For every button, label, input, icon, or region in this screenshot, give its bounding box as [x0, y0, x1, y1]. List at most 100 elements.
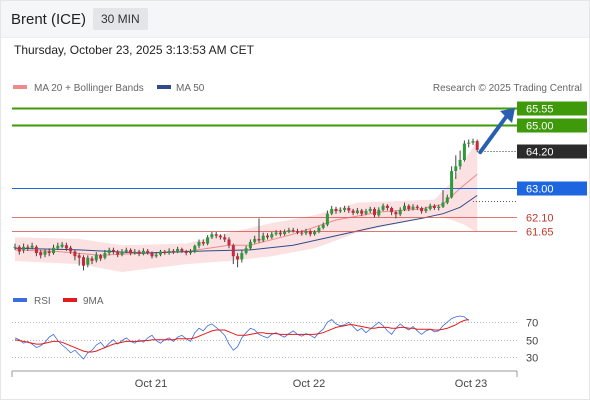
level-label-box — [517, 101, 587, 116]
forecast-arrow-head — [500, 108, 515, 123]
candle-body — [385, 205, 389, 208]
candle-body — [52, 247, 55, 254]
candle-body — [432, 205, 436, 208]
rsi-tick-label: 50 — [526, 336, 538, 348]
legend-rsi-label: RSI — [34, 296, 51, 307]
rsi-legend: RSI 9MA — [13, 296, 104, 307]
time-axis: Oct 21 Oct 22 Oct 23 — [11, 370, 518, 390]
candle-body — [22, 246, 26, 250]
candle-body — [56, 245, 60, 249]
level-label-box — [517, 181, 587, 196]
candle-body — [368, 208, 372, 212]
candle-body — [141, 250, 145, 255]
legend-9ma-swatch — [63, 298, 77, 302]
candle-body — [120, 251, 124, 255]
candle-body — [39, 252, 43, 256]
candle-body — [347, 208, 351, 211]
candle-body — [403, 205, 406, 210]
candle-body — [445, 197, 449, 203]
candle-body — [394, 212, 398, 215]
candle-body — [360, 210, 364, 214]
candle-body — [266, 235, 269, 238]
candle-body — [411, 206, 415, 209]
candle-body — [296, 231, 299, 233]
credit-text: Research © 2025 Trading Central — [433, 83, 582, 94]
candle-body — [86, 257, 90, 265]
candle-body — [214, 234, 218, 236]
candle-body — [116, 251, 120, 255]
candle-body — [163, 251, 167, 254]
candle-body — [193, 245, 197, 252]
candle-body — [475, 141, 479, 150]
candle-body — [253, 238, 257, 243]
level-label: 61.65 — [526, 227, 554, 239]
rsi-line — [14, 315, 469, 360]
x-tick-label: Oct 21 — [135, 378, 167, 390]
candle-body — [133, 251, 137, 254]
candle-body — [90, 258, 94, 261]
candle-body — [471, 141, 475, 143]
chart-legend: MA 20 + Bollinger Bands MA 50 Research ©… — [13, 83, 582, 94]
level-label: 63.00 — [526, 184, 554, 196]
candle-body — [441, 202, 445, 207]
level-label-box — [517, 144, 587, 159]
x-tick-label: Oct 23 — [455, 378, 487, 390]
candle-body — [458, 160, 462, 167]
candle-body — [300, 232, 304, 234]
legend-ma20-label: MA 20 + Bollinger Bands — [34, 83, 144, 94]
candle-body — [184, 250, 188, 254]
level-label: 65.55 — [526, 104, 554, 116]
candle-body — [244, 248, 248, 253]
candle-body — [274, 232, 278, 235]
rsi-tick-label: 70 — [526, 318, 538, 330]
candle-body — [26, 246, 30, 248]
candle-body — [355, 210, 359, 213]
candle-body — [390, 208, 394, 213]
candle-body — [30, 245, 34, 248]
rsi-tick-label: 30 — [526, 353, 538, 365]
candle-body — [364, 211, 368, 214]
level-label: 64.20 — [526, 147, 554, 159]
candle-body — [171, 250, 175, 253]
candle-body — [428, 205, 432, 209]
candle-body — [270, 234, 274, 238]
candle-body — [462, 143, 466, 160]
ma50-line — [14, 194, 478, 254]
candle-body — [180, 249, 184, 251]
candle-body — [154, 254, 158, 257]
candle-body — [17, 246, 21, 252]
candle-body — [107, 249, 111, 254]
candle-body — [291, 230, 295, 232]
candle-body — [450, 171, 454, 198]
candle-body — [189, 251, 192, 254]
candle-body — [34, 246, 38, 254]
instrument-title: Brent (ICE) — [11, 11, 87, 28]
candle-body — [308, 231, 312, 235]
candle-body — [231, 245, 235, 257]
candle-body — [287, 230, 291, 232]
ma20-line — [14, 173, 478, 256]
candle-body — [167, 250, 171, 254]
forecast-arrow — [478, 108, 515, 155]
timeframe-badge[interactable]: 30 MIN — [93, 8, 148, 30]
candle-body — [210, 234, 214, 238]
candle-body — [351, 210, 355, 213]
candle-body — [313, 231, 317, 235]
rsi-9ma-line — [14, 319, 469, 353]
candle-body — [129, 249, 133, 254]
level-label: 65.00 — [526, 121, 554, 133]
candle-body — [94, 254, 98, 261]
candle-body — [73, 251, 77, 257]
candle-body — [257, 238, 261, 241]
candlesticks — [13, 138, 479, 271]
candle-body — [82, 257, 85, 266]
candle-body — [124, 249, 128, 252]
candle-body — [218, 235, 222, 238]
forecast-arrow-shaft — [478, 115, 508, 155]
legend-ma50-swatch — [157, 85, 171, 89]
candle-body — [334, 208, 338, 212]
candle-body — [146, 250, 150, 254]
candle-body — [60, 244, 64, 247]
level-label: 62.10 — [526, 213, 554, 225]
